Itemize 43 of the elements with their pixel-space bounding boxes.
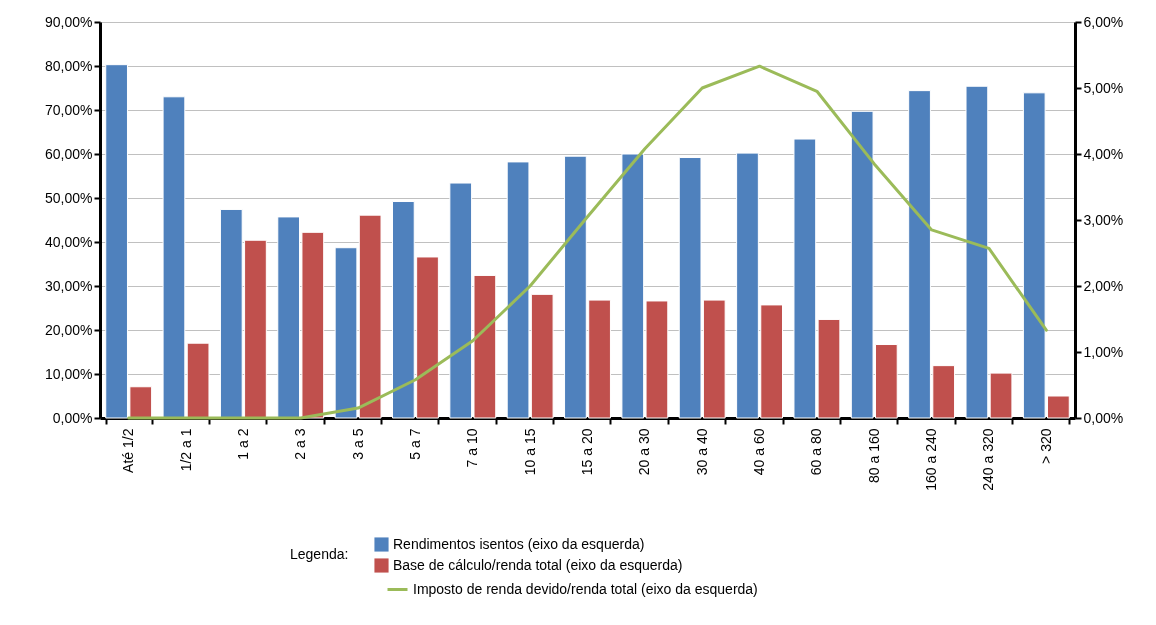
y2-tick-label: 5,00% [1083,79,1124,96]
y-tick-label: 30,00% [45,277,93,294]
x-tick-label: 160 a 240 [923,428,940,491]
y2-tick-label: 3,00% [1083,211,1124,228]
x-tick-label: 7 a 10 [464,428,481,468]
x-tick-label: 3 a 5 [349,428,366,460]
x-tick-label: 15 a 20 [579,428,595,476]
legend-title: Legenda: [290,546,349,562]
y-tick-label: 70,00% [45,101,93,118]
x-tick-label: 30 a 40 [693,428,710,476]
x-tick-label: Até 1/2 [120,428,137,473]
legend-label: Rendimentos isentos (eixo da esquerda) [393,535,645,552]
y-tick-label: 10,00% [45,365,93,382]
y-tick-label: 50,00% [45,189,93,206]
y-tick-label: 90,00% [45,13,93,30]
x-tick-label: 5 a 7 [406,428,423,460]
x-tick-label: 20 a 30 [636,428,653,476]
x-tick-label: 2 a 3 [292,428,309,460]
y2-tick-label: 1,00% [1083,343,1124,360]
x-tick-label: > 320 [1037,428,1054,464]
bar [186,342,210,419]
y-tick-label: 0,00% [52,409,93,426]
y2-tick-label: 4,00% [1083,145,1124,162]
legend-label: Base de cálculo/renda total (eixo da esquerda) [393,556,683,573]
y-tick-label: 40,00% [45,233,93,250]
y2-tick-label: 0,00% [1083,409,1124,426]
x-tick-label: 1 a 2 [234,428,251,460]
x-tick-label: 1/2 a 1 [177,428,194,472]
bar [162,96,186,419]
bar [989,372,1013,419]
y2-tick-label: 6,00% [1083,13,1124,30]
y2-tick-label: 2,00% [1083,277,1124,294]
x-tick-label: 10 a 15 [521,428,538,476]
x-tick-label: 80 a 160 [865,428,882,483]
y-tick-label: 20,00% [45,321,93,338]
line-series [127,64,1048,420]
x-tick-label: 60 a 80 [808,428,825,476]
x-tick-label: 40 a 60 [751,428,768,476]
x-tick-label: 240 a 320 [980,428,997,491]
bar [965,85,989,419]
y-tick-label: 60,00% [45,145,93,162]
legend-label: Imposto de renda devido/renda total (eixo da esquerda) [413,580,758,597]
y-tick-label: 80,00% [45,57,93,74]
